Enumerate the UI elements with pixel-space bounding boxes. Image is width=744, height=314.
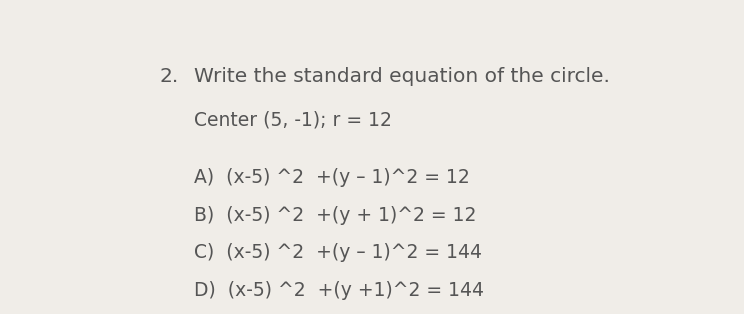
Text: A)  (x-5) ^2  +(y – 1)^2 = 12: A) (x-5) ^2 +(y – 1)^2 = 12 (194, 168, 469, 187)
Text: C)  (x-5) ^2  +(y – 1)^2 = 144: C) (x-5) ^2 +(y – 1)^2 = 144 (194, 243, 482, 262)
Text: B)  (x-5) ^2  +(y + 1)^2 = 12: B) (x-5) ^2 +(y + 1)^2 = 12 (194, 206, 476, 225)
Text: 2.: 2. (159, 67, 179, 86)
Text: D)  (x-5) ^2  +(y +1)^2 = 144: D) (x-5) ^2 +(y +1)^2 = 144 (194, 281, 484, 300)
Text: Center (5, -1); r = 12: Center (5, -1); r = 12 (194, 110, 392, 129)
Text: Write the standard equation of the circle.: Write the standard equation of the circl… (194, 67, 610, 86)
